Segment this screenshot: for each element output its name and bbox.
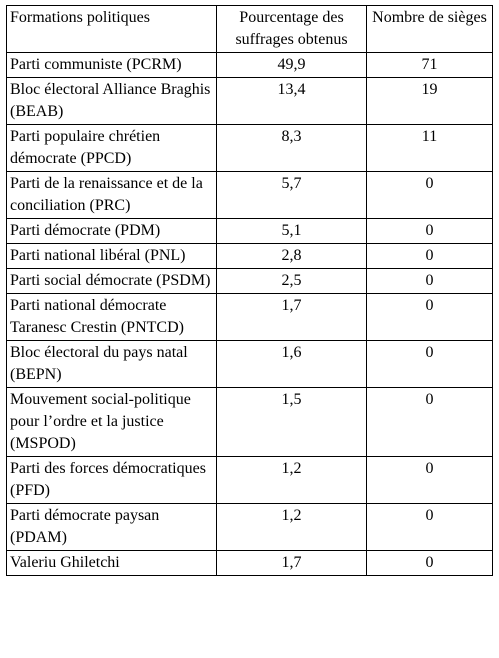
- table-row: Bloc électoral Alliance Braghis (BEAB) 13…: [6, 77, 493, 125]
- table-row: Parti communiste (PCRM) 49,9 71: [6, 52, 493, 78]
- table-cell: Parti populaire chrétien démocrate (PPCD…: [6, 124, 217, 172]
- table-row: Parti démocrate paysan (PDAM) 1,2 0: [6, 503, 493, 551]
- table-row: Parti populaire chrétien démocrate (PPCD…: [6, 124, 493, 172]
- table-cell: Parti social démocrate (PSDM): [6, 268, 217, 294]
- table-row: Parti social démocrate (PSDM) 2,5 0: [6, 268, 493, 294]
- table-cell: 8,3: [216, 124, 367, 172]
- table-cell: 5,7: [216, 171, 367, 219]
- header-row: Formations politiques Pourcentage des suf…: [6, 5, 493, 53]
- table-cell: 1,7: [216, 293, 367, 341]
- table-cell: 0: [366, 340, 493, 388]
- header-cell: Formations politiques: [6, 5, 217, 53]
- table-row: Mouvement social-politique pour l’ordre …: [6, 387, 493, 457]
- table-cell: 1,2: [216, 503, 367, 551]
- table-row: Parti national libéral (PNL) 2,8 0: [6, 243, 493, 269]
- table-cell: Parti communiste (PCRM): [6, 52, 217, 78]
- table-cell: 0: [366, 456, 493, 504]
- table-row: Parti démocrate (PDM) 5,1 0: [6, 218, 493, 244]
- table-cell: 71: [366, 52, 493, 78]
- table-cell: 11: [366, 124, 493, 172]
- table-cell: 0: [366, 218, 493, 244]
- table-cell: 1,2: [216, 456, 367, 504]
- table-cell: 19: [366, 77, 493, 125]
- table-cell: Parti national démocrate Taranesc Cresti…: [6, 293, 217, 341]
- table-cell: Parti démocrate (PDM): [6, 218, 217, 244]
- table-cell: Parti de la renaissance et de la concili…: [6, 171, 217, 219]
- header-cell: Nombre de sièges: [366, 5, 493, 53]
- table-cell: 0: [366, 503, 493, 551]
- table-cell: 49,9: [216, 52, 367, 78]
- table-cell: 0: [366, 550, 493, 576]
- table-cell: 13,4: [216, 77, 367, 125]
- table-cell: 0: [366, 171, 493, 219]
- table-row: Bloc électoral du pays natal (BEPN) 1,6 0: [6, 340, 493, 388]
- table-cell: Bloc électoral Alliance Braghis (BEAB): [6, 77, 217, 125]
- table-cell: Bloc électoral du pays natal (BEPN): [6, 340, 217, 388]
- table-cell: Mouvement social-politique pour l’ordre …: [6, 387, 217, 457]
- table-cell: 5,1: [216, 218, 367, 244]
- table-cell: 1,7: [216, 550, 367, 576]
- table-cell: Parti des forces démocratiques (PFD): [6, 456, 217, 504]
- table-row: Parti de la renaissance et de la concili…: [6, 171, 493, 219]
- results-table: Formations politiques Pourcentage des suf…: [6, 5, 493, 576]
- table-cell: 0: [366, 387, 493, 457]
- table-row: Parti des forces démocratiques (PFD) 1,2 0: [6, 456, 493, 504]
- table-cell: 2,8: [216, 243, 367, 269]
- table-cell: 1,6: [216, 340, 367, 388]
- table-cell: Valeriu Ghiletchi: [6, 550, 217, 576]
- table-cell: 1,5: [216, 387, 367, 457]
- header-cell: Pourcentage des suffrages obtenus: [216, 5, 367, 53]
- table-cell: Parti démocrate paysan (PDAM): [6, 503, 217, 551]
- table-cell: 0: [366, 243, 493, 269]
- table-body: Parti communiste (PCRM) 49,9 71 Bloc électo…: [6, 52, 493, 576]
- table-cell: Parti national libéral (PNL): [6, 243, 217, 269]
- table-cell: 2,5: [216, 268, 367, 294]
- table-cell: 0: [366, 293, 493, 341]
- table-cell: 0: [366, 268, 493, 294]
- table-row: Parti national démocrate Taranesc Cresti…: [6, 293, 493, 341]
- table-row: Valeriu Ghiletchi 1,7 0: [6, 550, 493, 576]
